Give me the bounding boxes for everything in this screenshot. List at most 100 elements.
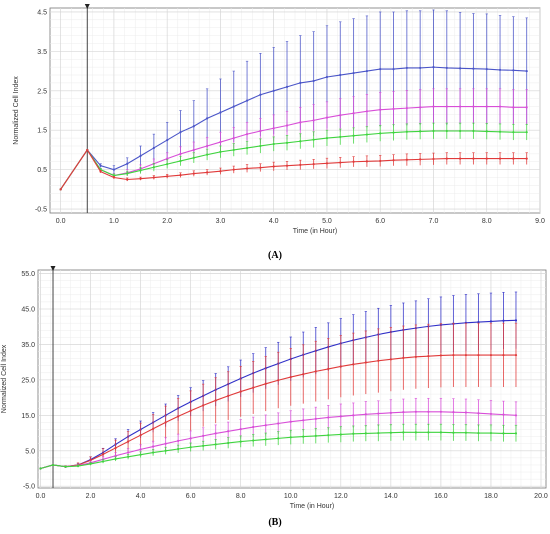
data-point	[419, 106, 422, 109]
data-point	[352, 134, 355, 137]
data-point	[277, 437, 280, 440]
y-tick-label: 55.0	[21, 271, 35, 278]
data-point	[439, 431, 442, 434]
data-point	[39, 467, 42, 470]
data-point	[327, 434, 330, 437]
series-2	[39, 322, 518, 470]
data-point	[139, 434, 142, 437]
data-point	[392, 107, 395, 111]
data-point	[472, 157, 475, 160]
y-tick-label: 2.5	[37, 88, 47, 95]
data-point	[464, 353, 468, 357]
data-point	[239, 428, 242, 431]
data-point	[489, 431, 493, 435]
data-point	[259, 144, 262, 148]
data-point	[227, 441, 230, 445]
data-point	[259, 129, 262, 133]
data-point	[377, 431, 380, 435]
data-point	[164, 421, 167, 424]
data-point	[299, 140, 302, 143]
data-point	[252, 386, 255, 389]
data-point	[259, 93, 262, 96]
data-point	[352, 432, 355, 435]
x-tick-label: 2.0	[162, 218, 172, 225]
y-axis-label: Normalized Cell Index	[1, 344, 8, 413]
data-point	[459, 67, 462, 70]
data-point	[485, 105, 488, 108]
data-point	[272, 127, 275, 130]
data-point	[512, 157, 515, 160]
data-point	[419, 158, 422, 161]
data-point	[264, 382, 267, 385]
x-tick-label: 10.0	[284, 493, 298, 500]
data-point	[277, 422, 280, 425]
data-point	[325, 116, 329, 119]
data-point	[414, 410, 417, 413]
data-point	[114, 446, 117, 450]
y-tick-label: 25.0	[21, 377, 35, 384]
x-tick-label: 4.0	[269, 218, 279, 225]
data-point	[365, 69, 369, 73]
data-point	[219, 140, 222, 144]
data-point	[299, 163, 302, 167]
data-point	[166, 138, 169, 142]
data-point	[339, 73, 342, 77]
data-point	[252, 439, 255, 442]
data-point	[392, 159, 395, 162]
data-point	[192, 156, 195, 159]
data-point	[312, 119, 315, 122]
data-point	[232, 105, 235, 108]
data-point	[179, 174, 182, 177]
data-point	[302, 373, 305, 376]
data-point	[419, 66, 422, 70]
data-point	[512, 131, 515, 134]
data-point	[245, 167, 249, 170]
data-point	[164, 449, 167, 452]
data-point	[364, 361, 367, 364]
data-point	[432, 105, 435, 108]
data-point	[352, 414, 355, 417]
data-point	[512, 106, 515, 109]
data-point	[327, 416, 330, 419]
data-point	[514, 353, 518, 357]
data-point	[379, 108, 382, 111]
series-4	[59, 148, 528, 191]
data-point	[364, 413, 367, 416]
data-point	[365, 133, 369, 136]
data-point	[245, 146, 249, 150]
data-point	[232, 136, 235, 140]
data-point	[477, 431, 480, 435]
data-point	[339, 415, 342, 418]
data-point	[498, 157, 502, 160]
data-point	[219, 170, 222, 173]
data-point	[139, 154, 142, 157]
x-tick-label: 1.0	[109, 218, 119, 225]
data-point	[264, 424, 267, 427]
data-point	[277, 379, 280, 382]
data-point	[189, 446, 192, 449]
data-point	[126, 451, 130, 454]
data-point	[139, 453, 142, 456]
data-point	[459, 157, 462, 160]
data-point	[445, 66, 448, 70]
data-point	[227, 430, 230, 433]
data-point	[64, 465, 67, 468]
data-point	[51, 463, 55, 467]
data-point	[525, 69, 528, 73]
data-point	[364, 432, 367, 435]
x-tick-label: 5.0	[322, 218, 332, 225]
x-tick-label: 2.0	[86, 493, 96, 500]
data-point	[392, 131, 395, 134]
data-point	[389, 358, 392, 361]
x-tick-label: 18.0	[484, 493, 498, 500]
data-point	[252, 425, 255, 429]
data-point	[514, 319, 518, 322]
y-tick-label: 5.0	[25, 448, 35, 455]
data-point	[489, 353, 493, 357]
data-point	[379, 132, 382, 135]
data-point	[405, 66, 408, 70]
data-point	[452, 353, 455, 357]
data-point	[427, 355, 430, 358]
data-point	[206, 144, 209, 148]
